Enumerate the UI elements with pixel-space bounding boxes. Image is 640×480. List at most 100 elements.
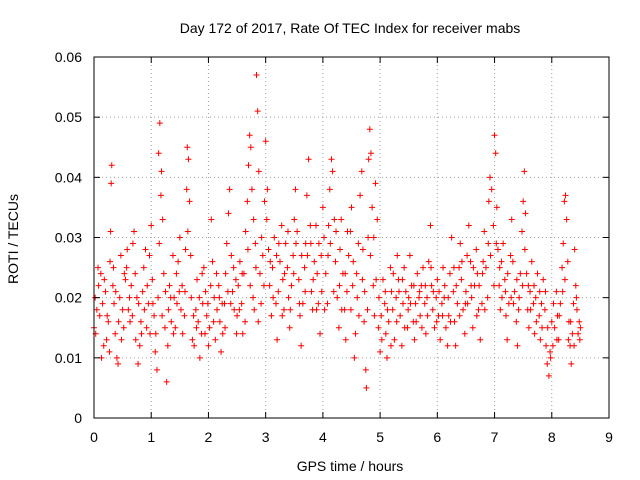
data-point <box>373 276 380 283</box>
data-point <box>308 288 315 295</box>
data-point <box>227 300 234 307</box>
data-point <box>424 294 431 301</box>
data-point <box>347 306 354 313</box>
data-point <box>478 300 485 307</box>
data-point <box>488 186 495 193</box>
data-point <box>298 342 305 349</box>
data-point <box>355 312 362 319</box>
data-point <box>153 366 160 373</box>
data-point <box>354 294 361 301</box>
data-point <box>467 258 474 265</box>
data-point <box>213 270 220 277</box>
data-point <box>445 312 452 319</box>
data-point <box>278 222 285 229</box>
data-point <box>458 276 465 283</box>
axis-ticks: 0 1 2 3 4 5 6 7 8 9 0 0.01 0.02 0.03 0.04 0.05 0.06 <box>55 49 613 445</box>
data-point <box>537 336 544 343</box>
data-point <box>199 300 206 307</box>
data-point <box>438 300 445 307</box>
data-point <box>108 162 115 169</box>
data-point <box>99 300 106 307</box>
y-axis-label: ROTI / TECUs <box>5 194 21 284</box>
data-point <box>177 306 184 313</box>
data-point <box>233 330 240 337</box>
data-point <box>547 348 554 355</box>
data-point <box>291 216 298 223</box>
data-point <box>139 288 146 295</box>
data-point <box>167 294 174 301</box>
data-point <box>516 294 523 301</box>
data-point <box>457 240 464 247</box>
data-point <box>182 246 189 253</box>
data-point <box>572 282 579 289</box>
data-point <box>394 252 401 259</box>
data-point <box>245 162 252 169</box>
data-point <box>105 318 112 325</box>
data-point <box>456 264 463 271</box>
data-point <box>571 246 578 253</box>
data-point <box>279 276 286 283</box>
data-point <box>549 342 556 349</box>
data-point <box>317 330 324 337</box>
data-point <box>183 186 190 193</box>
y-tick-label: 0.01 <box>55 350 82 366</box>
data-point <box>155 294 162 301</box>
data-point <box>424 312 431 319</box>
data-point <box>93 306 100 313</box>
data-point <box>194 276 200 283</box>
data-point <box>242 318 249 325</box>
data-point <box>254 108 261 115</box>
data-point <box>401 324 408 331</box>
data-point <box>115 360 122 367</box>
data-point <box>375 324 382 331</box>
data-point <box>184 228 191 235</box>
data-point <box>378 312 385 319</box>
data-point <box>416 294 423 301</box>
data-point <box>345 252 352 259</box>
data-point <box>282 240 289 247</box>
data-point <box>158 168 165 175</box>
data-point <box>284 264 291 271</box>
data-point <box>410 282 417 289</box>
data-point <box>260 282 267 289</box>
data-point <box>261 198 268 205</box>
data-point <box>275 288 282 295</box>
data-point <box>102 288 109 295</box>
data-point <box>355 240 362 247</box>
data-point <box>168 318 175 325</box>
data-point <box>469 324 476 331</box>
data-point <box>402 288 409 295</box>
data-point <box>370 234 377 241</box>
data-point <box>322 270 329 277</box>
data-point <box>577 324 584 331</box>
data-point <box>273 252 280 259</box>
data-point <box>327 240 334 247</box>
data-point <box>207 282 214 289</box>
data-point <box>491 132 498 139</box>
chart-title: Day 172 of 2017, Rate Of TEC Index for r… <box>180 20 521 36</box>
data-point <box>329 168 336 175</box>
data-point <box>234 312 241 319</box>
data-point <box>287 306 294 313</box>
data-point <box>146 252 153 259</box>
data-point <box>561 276 568 283</box>
data-point <box>514 342 521 349</box>
data-point <box>161 324 168 331</box>
data-point <box>484 294 491 301</box>
data-point <box>525 324 532 331</box>
data-point <box>507 252 514 259</box>
data-point <box>562 192 569 199</box>
data-point <box>383 354 390 361</box>
data-point <box>179 282 186 289</box>
data-point <box>538 300 545 307</box>
data-point <box>267 258 274 265</box>
data-point <box>272 300 279 307</box>
data-point <box>218 348 225 355</box>
data-point <box>118 336 125 343</box>
data-point <box>358 168 365 175</box>
data-point <box>100 342 107 349</box>
data-point <box>122 276 129 283</box>
data-point <box>326 186 333 193</box>
y-tick-label: 0.05 <box>55 109 82 125</box>
data-point <box>573 294 580 301</box>
